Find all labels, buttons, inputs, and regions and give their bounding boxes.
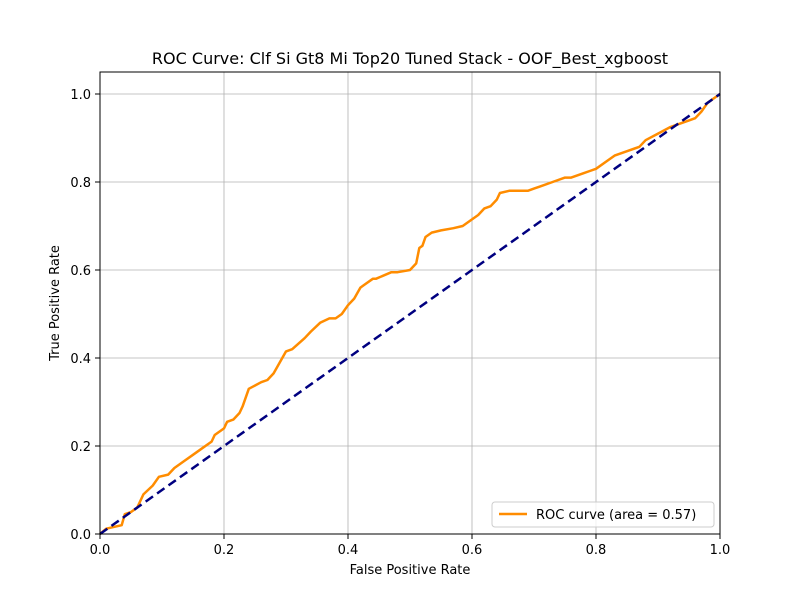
- y-tick-label: 0.4: [70, 352, 91, 367]
- y-tick-label: 0.8: [70, 176, 91, 191]
- y-tick-label: 0.6: [70, 264, 91, 279]
- legend: ROC curve (area = 0.57): [491, 501, 715, 528]
- x-tick-label: 1.0: [710, 543, 731, 558]
- x-axis-ticks: 0.0 0.2 0.4 0.6 0.8 1.0: [90, 534, 731, 558]
- y-tick-label: 1.0: [70, 88, 91, 103]
- legend-box: [491, 501, 715, 528]
- chart-title: ROC Curve: Clf Si Gt8 Mi Top20 Tuned Sta…: [152, 49, 668, 69]
- x-tick-label: 0.4: [338, 543, 359, 558]
- y-axis-ticks: 0.0 0.2 0.4 0.6 0.8 1.0: [70, 88, 100, 543]
- x-tick-label: 0.8: [586, 543, 607, 558]
- series-layer: [99, 92, 721, 536]
- x-tick-label: 0.2: [214, 543, 235, 558]
- y-axis-label: True Positive Rate: [48, 245, 63, 362]
- plot-area: 0.0 0.2 0.4 0.6 0.8 1.0 0.0 0.2 0.4 0.6 0.8 1.0: [70, 71, 731, 558]
- roc-curve-line: [99, 92, 721, 535]
- y-tick-label: 0.2: [70, 440, 91, 455]
- legend-roc-label: ROC curve (area = 0.57): [536, 508, 696, 523]
- x-tick-label: 0.0: [90, 543, 111, 558]
- axes-background: [100, 72, 720, 534]
- x-tick-label: 0.6: [462, 543, 483, 558]
- chance-diagonal-line: [99, 92, 721, 536]
- x-axis-label: False Positive Rate: [350, 563, 471, 578]
- axes-frame: [99, 71, 721, 535]
- y-tick-label: 0.0: [70, 528, 91, 543]
